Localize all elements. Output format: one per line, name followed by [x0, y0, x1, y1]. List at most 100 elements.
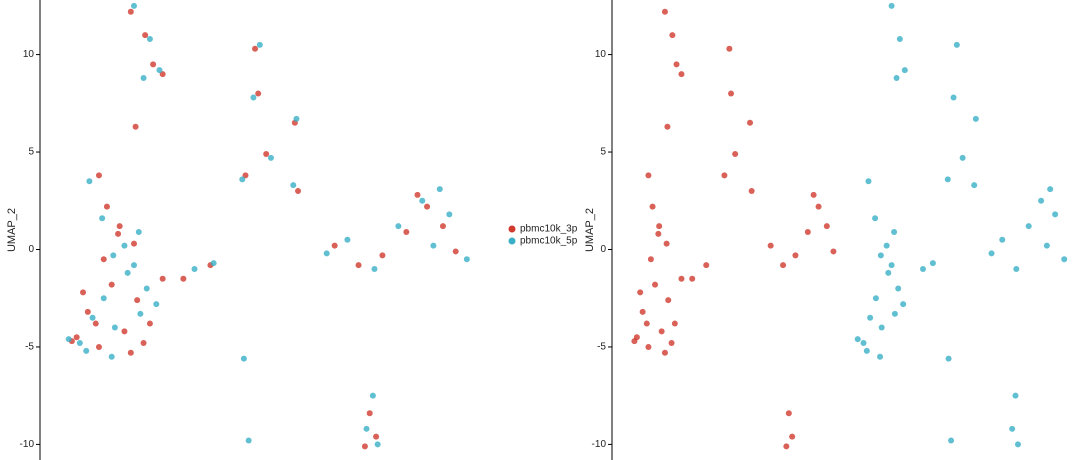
- point: [877, 353, 884, 360]
- point: [888, 2, 895, 9]
- point: [439, 223, 446, 230]
- point: [815, 203, 822, 210]
- point: [1009, 425, 1016, 432]
- point: [100, 256, 107, 263]
- point: [639, 308, 646, 315]
- point: [95, 172, 102, 179]
- point: [950, 94, 957, 101]
- point: [971, 182, 978, 189]
- point: [767, 242, 774, 249]
- point: [883, 242, 890, 249]
- point: [256, 41, 263, 48]
- point: [988, 250, 995, 257]
- point: [131, 2, 137, 9]
- y-tick-label: 5: [600, 147, 606, 158]
- point: [732, 150, 739, 157]
- point: [121, 328, 128, 335]
- point: [783, 443, 790, 450]
- point: [379, 252, 386, 259]
- point: [877, 252, 884, 259]
- point: [872, 295, 879, 302]
- point: [661, 349, 668, 356]
- point: [137, 310, 144, 317]
- point: [1038, 197, 1045, 204]
- point: [159, 275, 166, 282]
- point: [945, 355, 952, 362]
- point: [893, 74, 900, 81]
- point: [419, 197, 426, 204]
- point: [116, 223, 123, 230]
- legend-swatch: [508, 237, 516, 245]
- point: [663, 240, 670, 247]
- point: [1047, 186, 1054, 193]
- point: [115, 230, 122, 237]
- point: [661, 8, 668, 15]
- point: [872, 215, 879, 222]
- point: [355, 262, 362, 269]
- point: [669, 32, 676, 39]
- point: [643, 320, 650, 327]
- legend-label: pbmc10k_5p: [520, 236, 578, 247]
- point: [830, 248, 837, 255]
- point: [885, 269, 892, 276]
- point: [99, 215, 106, 222]
- point: [92, 320, 99, 327]
- point: [153, 301, 160, 308]
- point: [823, 223, 830, 230]
- y-tick-label: -5: [597, 342, 606, 353]
- point: [959, 154, 966, 161]
- point: [668, 340, 675, 347]
- point: [250, 94, 257, 101]
- point: [649, 203, 656, 210]
- point: [110, 252, 117, 259]
- point: [366, 410, 373, 417]
- point: [361, 443, 368, 450]
- point: [919, 265, 926, 272]
- point: [972, 115, 979, 122]
- y-tick-label: 0: [600, 244, 606, 255]
- point: [678, 275, 685, 282]
- point: [867, 314, 874, 321]
- point: [637, 289, 644, 296]
- point: [252, 45, 259, 52]
- point: [703, 262, 710, 269]
- y-tick-label: -10: [592, 439, 607, 450]
- point: [100, 295, 107, 302]
- point: [689, 275, 696, 282]
- point: [953, 41, 960, 48]
- point: [446, 211, 453, 218]
- point: [369, 392, 376, 399]
- point: [143, 285, 150, 292]
- point: [131, 262, 137, 269]
- point: [929, 260, 936, 267]
- point: [127, 349, 134, 356]
- point: [789, 433, 796, 440]
- legend-swatch: [508, 225, 516, 233]
- point: [142, 32, 149, 39]
- point: [140, 74, 147, 81]
- point: [150, 61, 157, 68]
- y-tick-label: -5: [25, 342, 34, 353]
- point: [374, 441, 381, 448]
- point: [900, 301, 907, 308]
- point: [135, 228, 142, 235]
- y-tick-label: -10: [20, 439, 35, 450]
- point: [95, 343, 102, 350]
- point: [80, 289, 87, 296]
- point: [658, 328, 665, 335]
- point: [452, 248, 459, 255]
- point: [403, 228, 410, 235]
- point: [180, 275, 187, 282]
- point: [127, 8, 134, 15]
- point: [645, 172, 652, 179]
- point: [804, 228, 811, 235]
- point: [108, 353, 115, 360]
- point: [146, 320, 153, 327]
- point: [652, 281, 659, 288]
- point: [76, 340, 83, 347]
- point: [810, 191, 817, 198]
- point: [463, 256, 470, 263]
- point: [103, 203, 110, 210]
- point: [728, 90, 735, 97]
